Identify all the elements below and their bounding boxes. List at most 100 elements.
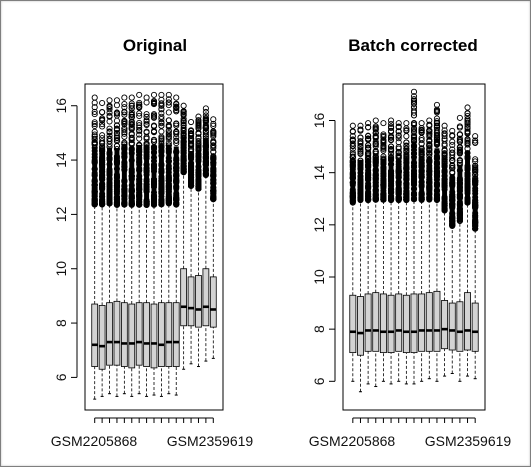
y-axis-original: 6 8 10 12 14 16 (53, 98, 78, 381)
x-tick-label-last-batch-corrected: GSM2359619 (425, 433, 512, 449)
outlier-point (165, 91, 172, 98)
outlier-point (106, 135, 113, 142)
outlier-point (418, 137, 425, 144)
outlier-point (202, 114, 209, 122)
outlier-point (91, 111, 98, 118)
box-group (128, 94, 136, 397)
outlier-point (165, 123, 172, 130)
outlier-point (433, 108, 440, 115)
outlier-point (410, 134, 418, 142)
outlier-point (372, 148, 379, 156)
outlier-point (472, 156, 479, 163)
box-group (165, 91, 173, 395)
box-iqr (143, 302, 150, 367)
outlier-point (456, 157, 463, 164)
y-axis-batch-corrected: 6 8 10 12 14 16 (311, 113, 336, 385)
outlier-point (410, 129, 418, 136)
outlier-point (403, 133, 410, 140)
outlier-point (91, 133, 98, 140)
outlier-point (210, 133, 217, 140)
box-group (372, 117, 380, 388)
outlier-point (395, 120, 402, 127)
outlier-point (158, 128, 165, 135)
box-group (349, 122, 357, 382)
box-group (425, 117, 433, 380)
outlier-point (202, 108, 209, 116)
box-group (135, 91, 143, 395)
outlier-point (136, 104, 143, 111)
outlier-point (165, 135, 172, 143)
box-iqr (418, 293, 426, 352)
outlier-point (143, 128, 150, 135)
outlier-point (91, 94, 98, 101)
outlier-point (464, 104, 471, 111)
box-group (379, 120, 387, 382)
box-iqr (402, 294, 410, 354)
box-iqr (180, 268, 188, 327)
outlier-density-band (181, 136, 187, 174)
outlier-point (410, 96, 418, 103)
outlier-point (128, 100, 135, 107)
outlier-density-band (129, 146, 135, 207)
outlier-point (91, 108, 98, 115)
outlier-point (128, 114, 135, 121)
box-iqr (349, 294, 357, 354)
box-iqr (425, 292, 433, 352)
panel-original: Original 6 8 10 12 14 16 GSM2205868 GSM235961… (51, 36, 254, 449)
box-group (172, 94, 180, 396)
outlier-point (349, 128, 356, 135)
box-iqr (448, 302, 456, 351)
outlier-point (195, 123, 202, 130)
y-tick-label: 16 (311, 113, 327, 129)
outlier-point (106, 125, 113, 132)
outlier-density-band (388, 156, 394, 202)
outlier-point (410, 120, 418, 127)
outlier-point (357, 146, 364, 153)
outlier-point (380, 140, 387, 147)
outlier-point (418, 151, 425, 158)
outlier-point (365, 120, 372, 127)
outlier-point (128, 134, 135, 141)
outlier-point (195, 113, 202, 120)
y-tick-label: 16 (53, 98, 69, 114)
outlier-point (188, 142, 195, 149)
outlier-point (403, 142, 410, 149)
outlier-point (210, 148, 217, 155)
outlier-point (380, 147, 387, 154)
outlier-density-band (203, 139, 209, 177)
box-group (441, 122, 449, 377)
outlier-point (472, 158, 479, 165)
outlier-point (395, 145, 402, 152)
outlier-point (426, 131, 433, 138)
outlier-point (365, 132, 372, 139)
x-tick-label-first-batch-corrected: GSM2205868 (309, 433, 396, 449)
outlier-point (188, 128, 195, 135)
outlier-point (456, 148, 463, 155)
outlier-point (180, 126, 187, 133)
outlier-point (357, 144, 364, 151)
outlier-point (113, 122, 120, 129)
box-group (143, 94, 150, 397)
outlier-point (349, 154, 356, 161)
chart-title-original: Original (123, 36, 187, 55)
outlier-point (106, 109, 113, 116)
outlier-point (91, 139, 98, 146)
outlier-point (349, 133, 356, 140)
outlier-point (403, 139, 410, 146)
box-group (387, 117, 395, 385)
chart-title-batch-corrected: Batch corrected (348, 36, 477, 55)
outlier-point (441, 146, 448, 153)
outlier-point (365, 135, 372, 142)
box-group (195, 113, 202, 368)
outlier-point (426, 149, 433, 156)
panel-batch-corrected: Batch corrected 6 8 10 12 14 16 GSM2205868 GS… (309, 36, 512, 449)
outlier-point (143, 94, 150, 101)
box-iqr (98, 305, 106, 370)
box-iqr (135, 302, 143, 366)
box-iqr (187, 276, 195, 327)
outlier-point (380, 144, 387, 151)
outlier-point (449, 141, 456, 148)
outlier-point (202, 105, 209, 112)
outlier-point (395, 135, 402, 142)
outlier-point (365, 150, 372, 157)
